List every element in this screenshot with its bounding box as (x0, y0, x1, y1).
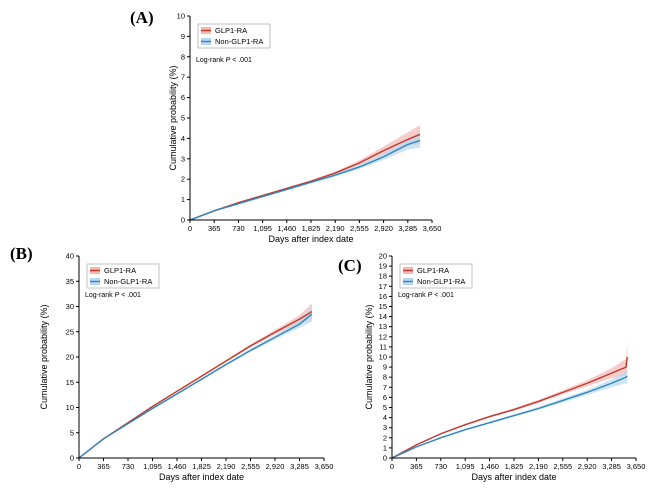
p0-x-tick-label-8: 2,920 (374, 224, 393, 233)
p1-y-tick-label-8: 40 (66, 252, 74, 261)
p2-series-line-1 (391, 375, 628, 459)
p1-y-tick-label-0: 0 (70, 454, 74, 463)
p0-y-tick-label-1: 1 (181, 195, 185, 204)
p0-x-tick-label-0: 0 (188, 224, 192, 233)
p2-y-tick-label-9: 9 (383, 363, 387, 372)
p0-series-line-1 (189, 139, 421, 221)
p2-y-tick-label-18: 18 (379, 272, 387, 281)
p2-legend-label-1: Non-GLP1-RA (417, 277, 465, 286)
p1-y-tick-label-7: 35 (66, 277, 74, 286)
p2-x-tick-label-6: 2,190 (529, 462, 548, 471)
p2-logrank-annotation: Log-rank P < .001 (398, 292, 454, 299)
p0-x-tick-label-6: 2,190 (326, 224, 345, 233)
p0-logrank-annotation: Log-rank P < .001 (196, 57, 252, 64)
p2-y-tick-label-20: 20 (379, 252, 387, 261)
p2-x-tick-label-7: 2,555 (553, 462, 572, 471)
p1-x-tick-label-7: 2,555 (241, 462, 260, 471)
p1-x-axis-label: Days after index date (159, 472, 244, 482)
p0-x-tick-label-10: 3,650 (423, 224, 442, 233)
p2-y-tick-label-10: 10 (379, 353, 387, 362)
p0-x-axis-label: Days after index date (268, 234, 353, 244)
p1-legend-label-0: GLP1-RA (104, 266, 136, 275)
p2-y-tick-label-3: 3 (383, 423, 387, 432)
p2-x-tick-label-5: 1,825 (505, 462, 524, 471)
p1-series-line-1 (78, 313, 313, 459)
p2-x-tick-label-2: 730 (435, 462, 448, 471)
p2-x-tick-label-10: 3,650 (627, 462, 646, 471)
p2-y-tick-label-2: 2 (383, 433, 387, 442)
p2-x-tick-label-8: 2,920 (578, 462, 597, 471)
panel-label-c: (C) (338, 256, 362, 275)
p1-y-tick-label-5: 25 (66, 327, 74, 336)
p1-x-tick-label-4: 1,460 (168, 462, 187, 471)
p0-y-tick-label-9: 9 (181, 32, 185, 41)
p2-x-tick-label-3: 1,095 (456, 462, 475, 471)
p1-y-tick-label-2: 10 (66, 403, 74, 412)
p2-y-tick-label-14: 14 (379, 312, 387, 321)
p1-x-tick-label-1: 365 (97, 462, 110, 471)
p1-y-tick-label-6: 30 (66, 302, 74, 311)
p1-x-tick-label-5: 1,825 (192, 462, 211, 471)
p2-x-tick-label-0: 0 (390, 462, 394, 471)
p2-x-axis-label: Days after index date (471, 472, 556, 482)
p1-y-tick-label-3: 15 (66, 378, 74, 387)
p1-y-tick-label-4: 20 (66, 353, 74, 362)
p1-x-tick-label-0: 0 (77, 462, 81, 471)
p0-x-tick-label-7: 2,555 (350, 224, 369, 233)
p1-legend-label-1: Non-GLP1-RA (104, 277, 152, 286)
p0-y-tick-label-3: 3 (181, 154, 185, 163)
p2-y-tick-label-16: 16 (379, 292, 387, 301)
p2-y-tick-label-4: 4 (383, 413, 387, 422)
p2-y-tick-label-12: 12 (379, 332, 387, 341)
p0-x-tick-label-2: 730 (232, 224, 245, 233)
p2-y-tick-label-13: 13 (379, 322, 387, 331)
p2-y-tick-label-5: 5 (383, 403, 387, 412)
panel-label-b: (B) (10, 244, 33, 263)
p2-y-tick-label-6: 6 (383, 393, 387, 402)
p2-y-tick-label-8: 8 (383, 373, 387, 382)
p1-x-tick-label-6: 2,190 (217, 462, 236, 471)
p0-y-tick-label-5: 5 (181, 114, 185, 123)
p0-x-tick-label-4: 1,460 (277, 224, 296, 233)
p2-series-line-0 (391, 356, 629, 459)
p1-logrank-annotation: Log-rank P < .001 (85, 292, 141, 299)
p0-y-tick-label-7: 7 (181, 73, 185, 82)
p2-y-tick-label-19: 19 (379, 262, 387, 271)
p0-y-tick-label-2: 2 (181, 175, 185, 184)
p1-x-tick-label-10: 3,650 (315, 462, 334, 471)
p1-x-tick-label-3: 1,095 (143, 462, 162, 471)
p2-legend-label-0: GLP1-RA (417, 266, 449, 275)
p0-y-tick-label-8: 8 (181, 52, 185, 61)
p0-legend-label-1: Non-GLP1-RA (215, 37, 263, 46)
panel-label-a: (A) (130, 8, 154, 27)
p0-y-tick-label-6: 6 (181, 93, 185, 102)
p0-y-tick-label-10: 10 (177, 12, 185, 21)
p2-y-tick-label-7: 7 (383, 383, 387, 392)
p1-x-tick-label-9: 3,285 (290, 462, 309, 471)
p0-x-tick-label-9: 3,285 (398, 224, 417, 233)
p2-y-tick-label-0: 0 (383, 454, 387, 463)
p1-x-tick-label-2: 730 (122, 462, 135, 471)
p2-y-tick-label-15: 15 (379, 302, 387, 311)
p0-x-tick-label-1: 365 (208, 224, 221, 233)
p0-legend-label-0: GLP1-RA (215, 26, 247, 35)
p1-x-tick-label-8: 2,920 (266, 462, 285, 471)
p0-y-tick-label-0: 0 (181, 216, 185, 225)
p2-y-tick-label-11: 11 (379, 342, 387, 351)
p0-x-tick-label-5: 1,825 (302, 224, 321, 233)
p1-y-axis-label: Cumulative probability (%) (39, 304, 49, 409)
p2-x-tick-label-4: 1,460 (480, 462, 499, 471)
p2-x-tick-label-1: 365 (410, 462, 423, 471)
p0-x-tick-label-3: 1,095 (253, 224, 272, 233)
p1-y-tick-label-1: 5 (70, 428, 74, 437)
p2-x-tick-label-9: 3,285 (602, 462, 621, 471)
p2-y-tick-label-17: 17 (379, 282, 387, 291)
p2-y-tick-label-1: 1 (383, 443, 387, 452)
p0-y-tick-label-4: 4 (181, 134, 185, 143)
p2-y-axis-label: Cumulative probability (%) (364, 304, 374, 409)
p0-y-axis-label: Cumulative probability (%) (168, 65, 178, 170)
